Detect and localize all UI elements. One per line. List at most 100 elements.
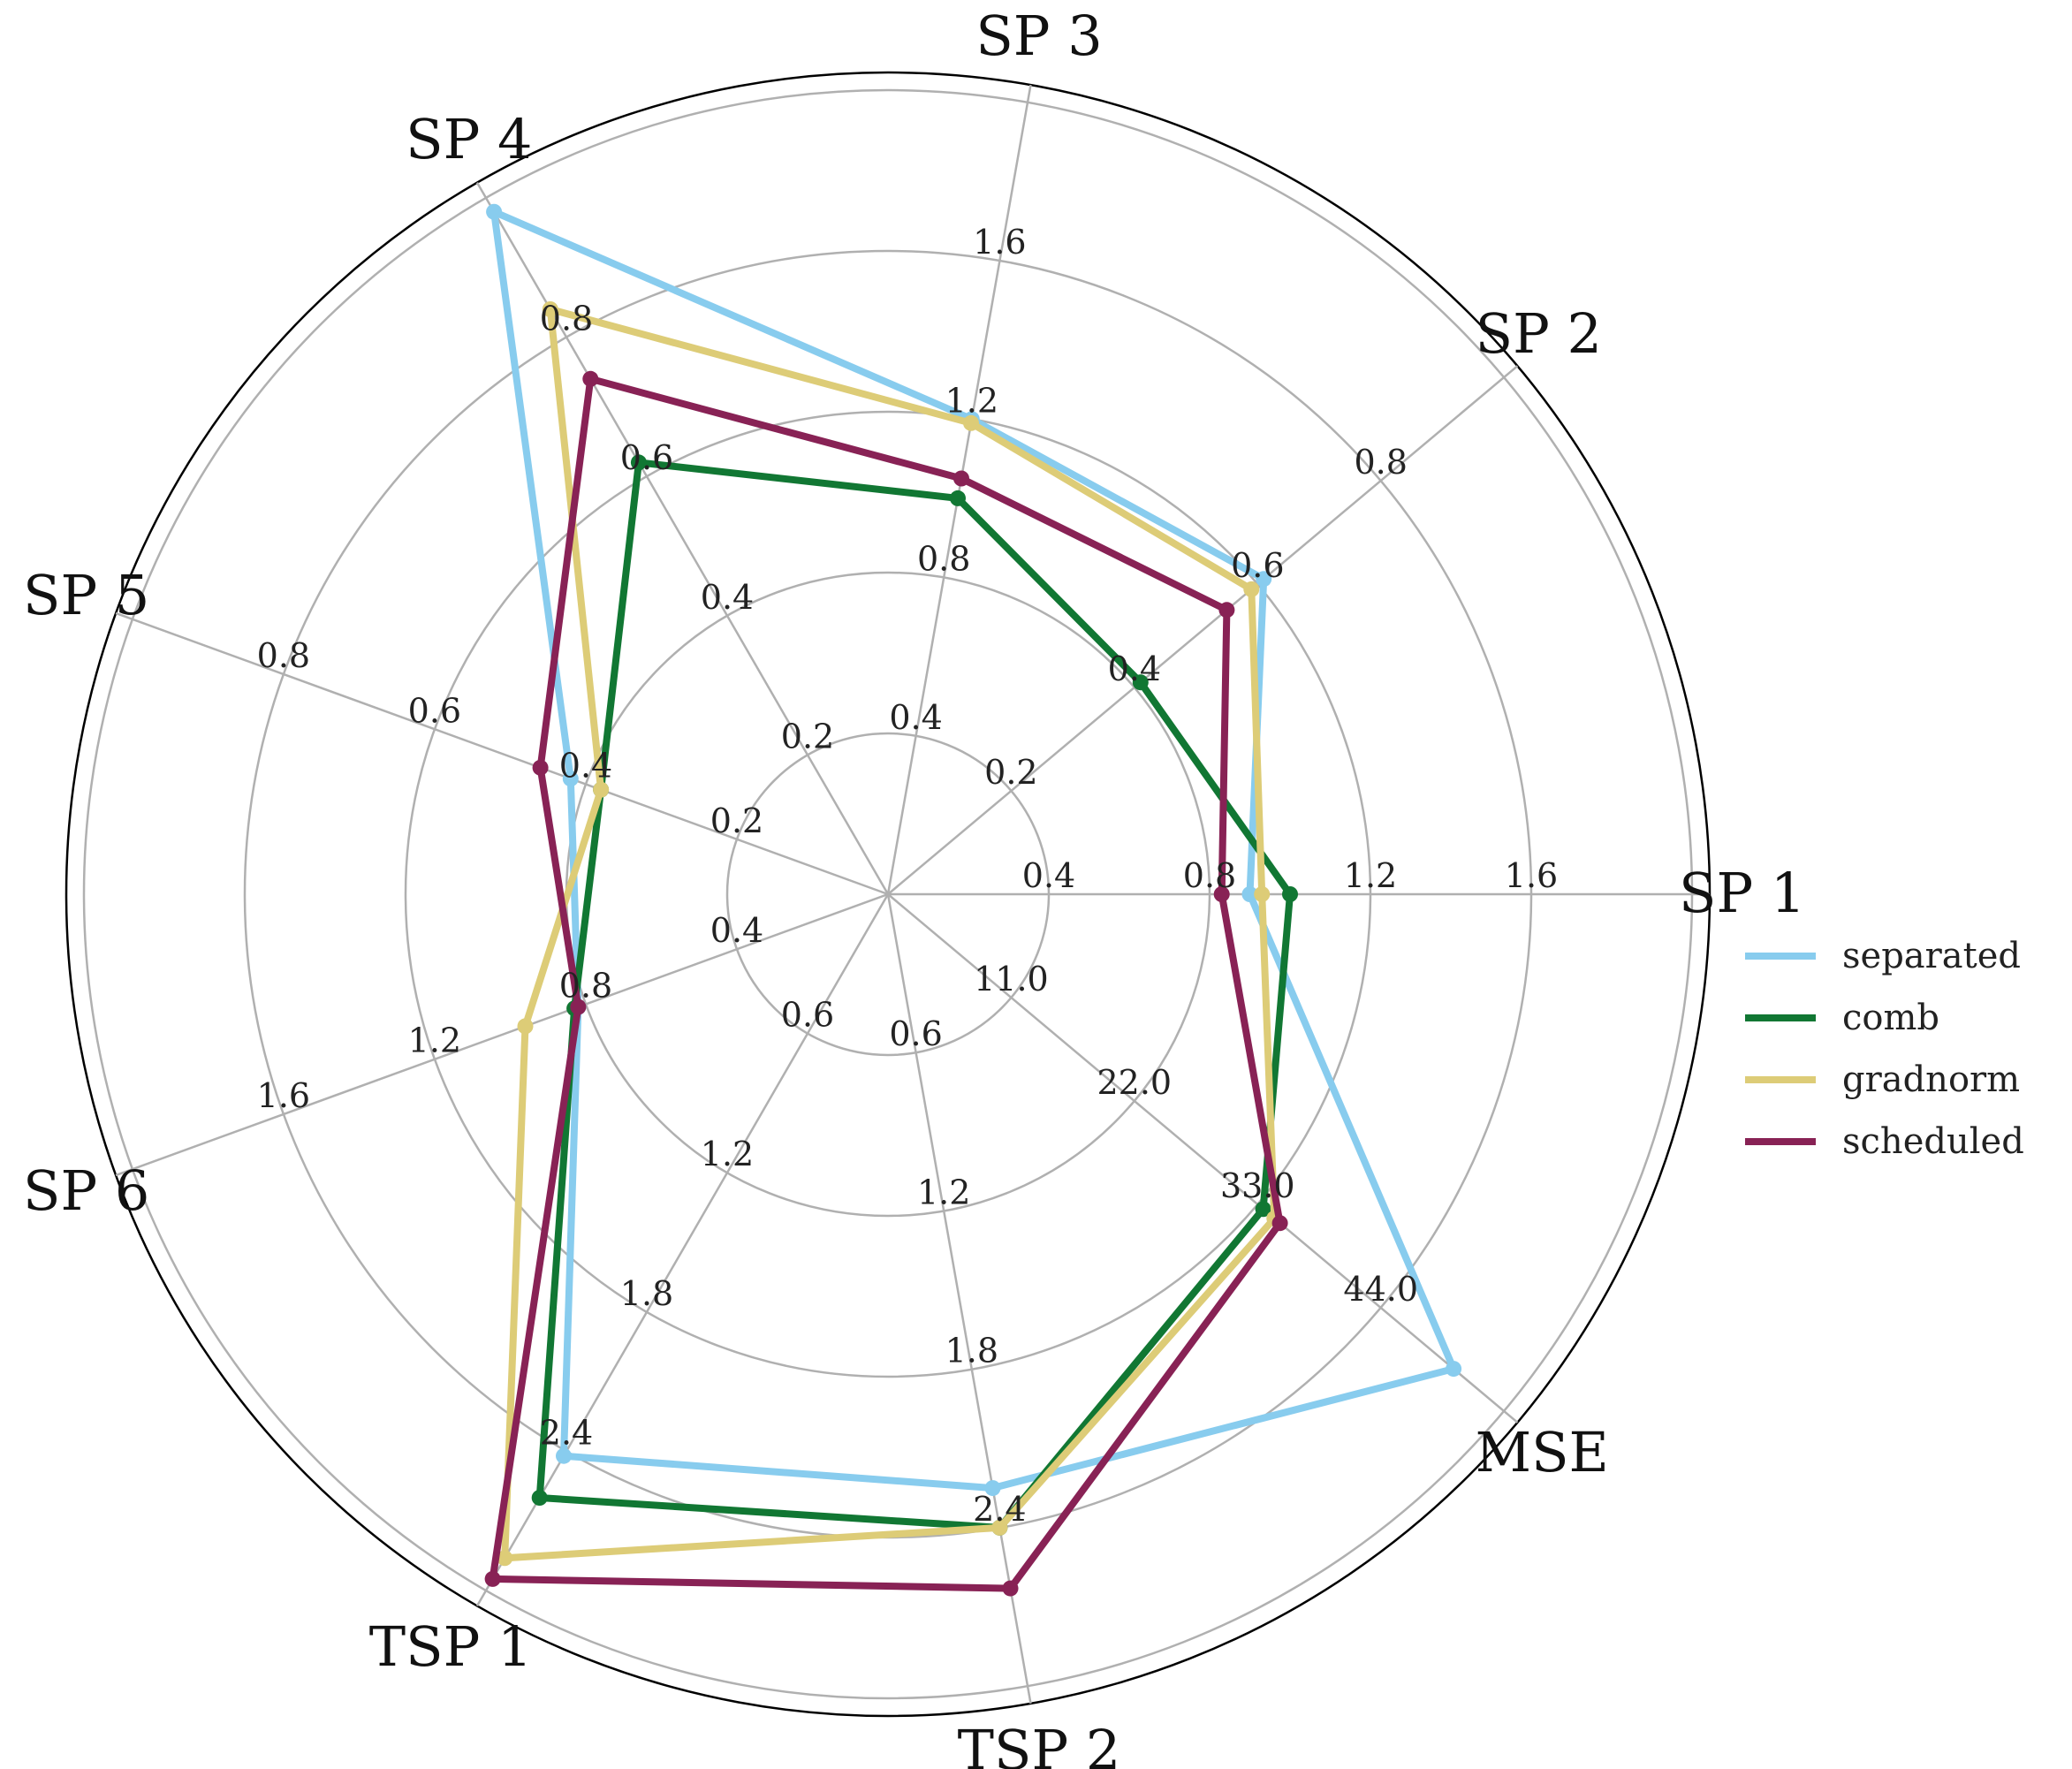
series-line-scheduled: [488, 374, 1284, 1592]
tick-label: 0.4: [1022, 856, 1075, 895]
data-point-separated-sp-2: [1256, 571, 1272, 588]
axis-titles: SP 1 SP 2 SP 3 SP 4 SP 5 SP 6 TSP 1 TSP 2 MSE: [23, 4, 1805, 1769]
axis-spoke: [475, 181, 890, 895]
tick-label: 33.0: [1220, 1166, 1295, 1205]
axis-title: SP 5: [23, 563, 149, 627]
grid: [65, 71, 1711, 1718]
data-point-scheduled-sp-3: [953, 470, 969, 487]
axis-spoke: [887, 365, 1519, 895]
tick-label: 0.2: [781, 717, 834, 755]
data-point-gradnorm-sp-3: [963, 414, 979, 431]
tick-label: 0.6: [408, 691, 461, 730]
tick-label: 0.4: [701, 578, 754, 617]
data-point-separated-sp-4: [486, 203, 503, 220]
data-point-comb-tsp-1: [531, 1490, 548, 1506]
legend-label: gradnorm: [1842, 1059, 2020, 1100]
data-point-comb-sp-1: [1282, 886, 1298, 902]
tick-label: 1.2: [945, 381, 998, 420]
axis-title: SP 6: [23, 1158, 149, 1223]
tick-label: 11.0: [974, 960, 1049, 998]
data-point-separated-mse: [1446, 1361, 1462, 1378]
legend-item: scheduled: [1745, 1121, 2024, 1162]
axis-spoke: [886, 893, 1032, 1704]
data-point-comb-mse: [1255, 1201, 1271, 1218]
tick-label: 0.6: [781, 996, 834, 1035]
tick-label: 0.4: [889, 698, 942, 737]
tick-label: 0.6: [1231, 546, 1284, 585]
legend-label: separated: [1842, 936, 2021, 976]
tick-label: 2.4: [973, 1490, 1026, 1529]
data-point-separated-sp-5: [562, 771, 579, 787]
legend-item: comb: [1745, 998, 1939, 1038]
series-line-gradnorm: [501, 304, 1279, 1562]
tick-label: 1.8: [945, 1332, 998, 1370]
axis-spoke: [115, 611, 889, 896]
tick-label: 22.0: [1097, 1063, 1172, 1102]
tick-label: 1.2: [408, 1021, 461, 1060]
data-point-scheduled-mse: [1271, 1215, 1288, 1232]
data-point-comb-sp-3: [950, 490, 966, 506]
series-line-comb: [535, 458, 1294, 1532]
axis-spoke: [887, 893, 1519, 1424]
tick-label: 0.8: [1183, 856, 1236, 895]
data-point-scheduled-sp-2: [1218, 602, 1235, 619]
tick-label: 0.2: [710, 801, 763, 840]
data-point-gradnorm-sp-6: [517, 1018, 534, 1035]
tick-label: 1.6: [257, 1076, 310, 1115]
data-point-scheduled-tsp-1: [484, 1570, 501, 1587]
tick-label: 1.2: [701, 1135, 754, 1173]
tick-label: 0.4: [559, 747, 612, 786]
data-point-comb-sp-2: [1132, 674, 1149, 691]
axis-title: TSP 1: [369, 1614, 533, 1679]
data-point-gradnorm-sp-1: [1254, 886, 1271, 902]
data-point-gradnorm-tsp-1: [497, 1550, 513, 1567]
data-point-separated-tsp-2: [984, 1480, 1001, 1497]
tick-label: 1.8: [620, 1274, 673, 1313]
tick-label: 0.4: [710, 911, 763, 950]
tick-label: 1.6: [973, 223, 1026, 262]
data-point-scheduled-sp-1: [1213, 886, 1230, 902]
tick-label: 0.2: [984, 753, 1037, 792]
tick-label: 1.6: [1505, 856, 1558, 895]
legend-label: comb: [1842, 998, 1939, 1038]
data-point-scheduled-sp-5: [532, 759, 549, 776]
tick-label: 0.8: [917, 540, 970, 579]
tick-label: 44.0: [1343, 1270, 1418, 1309]
tick-label: 0.6: [620, 438, 673, 477]
axis-title: SP 3: [975, 4, 1102, 68]
tick-labels: 0.4 0.8 1.2 1.6 0.2 0.4 0.6 0.8 0.4 0.8 1.2 1.6 0.2 0…: [257, 223, 1559, 1529]
tick-label: 0.8: [559, 967, 612, 1006]
legend-label: scheduled: [1842, 1121, 2024, 1162]
tick-label: 0.8: [540, 300, 593, 338]
axis-spoke: [475, 893, 890, 1607]
data-point-gradnorm-sp-4: [542, 301, 558, 317]
tick-label: 0.8: [257, 636, 310, 675]
axis-title: SP 1: [1679, 861, 1805, 925]
tick-label: 0.4: [1108, 649, 1161, 688]
data-point-gradnorm-tsp-2: [991, 1519, 1008, 1536]
series-scheduled: [484, 370, 1288, 1597]
tick-label: 1.2: [917, 1173, 970, 1212]
tick-label: 0.8: [1354, 443, 1407, 482]
data-point-separated-tsp-1: [556, 1447, 572, 1464]
data-point-scheduled-sp-4: [582, 370, 599, 387]
series-lines: [484, 203, 1462, 1597]
axis-title: TSP 2: [958, 1718, 1121, 1769]
tick-label: 2.4: [540, 1414, 593, 1453]
axis-title: SP 4: [406, 107, 532, 171]
data-point-scheduled-tsp-2: [1002, 1580, 1019, 1597]
data-point-separated-sp-1: [1241, 886, 1258, 902]
data-point-gradnorm-sp-2: [1243, 581, 1260, 597]
series-comb: [531, 454, 1298, 1536]
axis-title: MSE: [1476, 1420, 1609, 1484]
legend: separated comb gradnorm scheduled: [1745, 936, 2024, 1162]
tick-label: 1.2: [1344, 856, 1397, 895]
data-point-scheduled-sp-6: [570, 998, 587, 1015]
axis-spoke: [115, 892, 889, 1177]
series-line-separated: [490, 206, 1459, 1492]
tick-label: 0.6: [889, 1014, 942, 1053]
data-point-gradnorm-sp-5: [593, 781, 610, 798]
legend-item: gradnorm: [1745, 1059, 2020, 1100]
data-point-comb-sp-4: [630, 454, 647, 471]
